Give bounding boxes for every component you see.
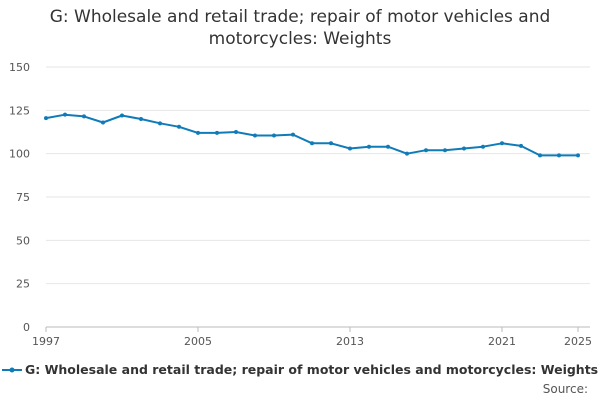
y-tick-label: 125 <box>9 104 30 117</box>
source-label: Source: <box>542 382 588 396</box>
data-point <box>405 151 409 156</box>
y-tick-label: 100 <box>9 148 30 161</box>
data-point <box>538 153 542 158</box>
legend: G: Wholesale and retail trade; repair of… <box>2 362 598 377</box>
data-point <box>158 121 162 126</box>
data-point <box>101 120 105 125</box>
data-point <box>63 112 67 117</box>
data-point <box>367 144 371 149</box>
series-points <box>44 112 580 158</box>
x-tick-label: 2021 <box>488 335 516 348</box>
data-point <box>177 124 181 129</box>
y-tick-label: 25 <box>16 278 30 291</box>
data-point <box>215 130 219 135</box>
data-point <box>576 153 580 158</box>
y-tick-label: 0 <box>23 321 30 334</box>
data-point <box>253 133 257 138</box>
data-point <box>234 130 238 134</box>
data-point <box>291 132 295 137</box>
data-point <box>348 146 352 151</box>
x-tick-label: 2013 <box>336 335 364 348</box>
data-point <box>82 114 86 119</box>
x-tick-label: 1997 <box>32 335 60 348</box>
data-point <box>557 153 561 158</box>
x-tick-label: 2005 <box>184 335 212 348</box>
data-point <box>310 141 314 146</box>
legend-label: G: Wholesale and retail trade; repair of… <box>25 362 599 377</box>
data-point <box>443 148 447 153</box>
gridlines <box>46 66 590 285</box>
data-point <box>329 141 333 146</box>
data-point <box>120 113 124 118</box>
data-point <box>386 144 390 149</box>
x-tick-label: 2025 <box>564 335 592 348</box>
data-point <box>519 143 523 148</box>
data-point <box>462 146 466 151</box>
data-point <box>44 116 48 121</box>
y-tick-label: 150 <box>9 61 30 74</box>
data-point <box>424 148 428 153</box>
chart-title: G: Wholesale and retail trade; repair of… <box>49 7 551 49</box>
data-point <box>139 117 143 121</box>
series-line <box>45 113 579 157</box>
data-point <box>272 133 276 138</box>
legend-swatch-icon <box>2 367 22 372</box>
series-lines <box>45 113 579 157</box>
data-point <box>500 141 504 146</box>
data-point <box>481 144 485 149</box>
line-chart: 0 25 50 75 100 125 150 1997 2005 2013 2021 2025 <box>9 61 592 348</box>
y-tick-label: 50 <box>16 234 30 247</box>
axes: 0 25 50 75 100 125 150 1997 2005 2013 2021 2025 <box>9 61 592 348</box>
y-tick-label: 75 <box>16 191 30 204</box>
data-point <box>196 130 200 135</box>
